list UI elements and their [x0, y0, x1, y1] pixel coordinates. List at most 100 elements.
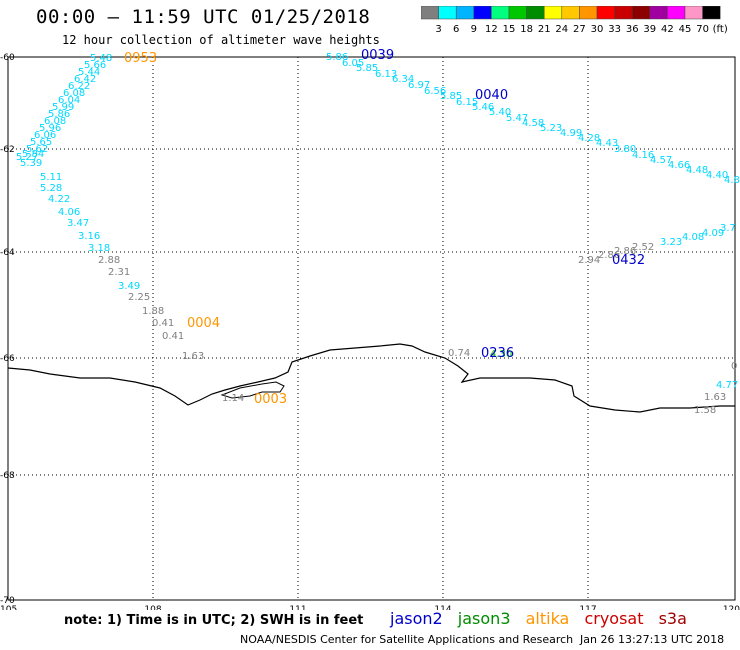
wave-height-value: 4.22: [48, 194, 70, 205]
color-label: 27: [573, 24, 586, 35]
generated-time: Jan 26 13:27:13 UTC 2018: [580, 633, 725, 646]
wave-height-value: 6.34: [392, 74, 414, 85]
wave-height-value: 2.86: [598, 250, 620, 261]
footer-note: note: 1) Time is in UTC; 2) SWH is in fe…: [64, 613, 364, 628]
wave-height-value: 3.18: [88, 243, 110, 254]
color-label: 3: [435, 24, 441, 35]
wave-height-value: 3.80: [614, 144, 636, 155]
wave-height-value: 5.27: [16, 152, 38, 163]
wave-height-value: 1.58: [694, 405, 716, 416]
wave-height-value: 3.49: [118, 281, 140, 292]
wave-height-value: 4.16: [632, 150, 654, 161]
wave-height-value: 3.16: [78, 231, 100, 242]
x-tick-label: 114: [434, 605, 451, 610]
color-label: 70: [696, 24, 709, 35]
legend-cryosat: cryosat: [584, 609, 644, 628]
y-tick-label: -70: [0, 596, 15, 606]
wave-height-value: 4.58: [522, 118, 544, 129]
wave-height-value: 4.08: [682, 232, 704, 243]
color-label: 18: [520, 24, 533, 35]
plot-frame: [7, 56, 736, 601]
pass-time-label: 0236: [481, 346, 514, 361]
wave-height-value: 6.08: [44, 116, 66, 127]
wave-height-value: 2.25: [128, 292, 150, 303]
color-label: 30: [591, 24, 604, 35]
chart-subtitle: 12 hour collection of altimeter wave hei…: [62, 33, 380, 47]
pass-time-label: 0003: [254, 392, 287, 407]
wave-height-value: 5.86: [326, 52, 348, 63]
color-label: 42: [661, 24, 674, 35]
legend-jason3: jason3: [457, 609, 511, 628]
wave-height-value: 5.65: [30, 137, 52, 148]
wave-height-value: 5.86: [48, 109, 70, 120]
x-tick-label: 117: [579, 605, 596, 610]
wave-height-value: 5.11: [40, 172, 62, 183]
wave-height-value: 1.63: [704, 392, 726, 403]
wave-height-value: 4.57: [650, 155, 672, 166]
color-label: 6: [453, 24, 459, 35]
wave-height-value: 5.84: [22, 149, 44, 160]
wave-height-value: 4.06: [58, 207, 80, 218]
credit-line: NOAA/NESDIS Center for Satellite Applica…: [240, 633, 574, 646]
color-label: 45: [679, 24, 692, 35]
x-tick-label: 120: [723, 605, 740, 610]
legend-altika: altika: [525, 609, 570, 628]
wave-height-value: 6.22: [68, 81, 90, 92]
color-label: 9: [471, 24, 477, 35]
color-label: 12: [485, 24, 498, 35]
wave-height-value: 5.44: [78, 67, 100, 78]
wave-height-value: 4.28: [578, 133, 600, 144]
color-label: 36: [626, 24, 639, 35]
wave-height-value: 5.62: [26, 144, 48, 155]
wave-height-value: 3.23: [660, 237, 682, 248]
wave-height-value: 4.43: [596, 138, 618, 149]
wave-height-value: 5.96: [39, 123, 61, 134]
wave-height-map: 105 108 111 114 117 120 -60 -62 -64 -66 -68 -70 5.48…: [0, 48, 740, 610]
wave-height-value: 6.42: [74, 74, 96, 85]
wave-height-value: 4.8: [724, 175, 740, 186]
wave-height-value: 5.66: [84, 60, 106, 71]
wave-height-value: 5.28: [40, 183, 62, 194]
wave-height-value: 6.08: [63, 88, 85, 99]
wave-height-value: 1.14: [222, 393, 244, 404]
color-label: 15: [503, 24, 516, 35]
wave-height-value: 0.41: [162, 331, 184, 342]
y-tick-label: -60: [0, 53, 15, 63]
wave-height-value: 5.23: [540, 123, 562, 134]
color-legend: 3 6 9 12 15 18 21 24 27 30 33 36 39 42 45 70 (ft): [421, 6, 728, 35]
wave-height-value: 4.48: [686, 165, 708, 176]
pass-time-label: 0953: [124, 51, 157, 66]
wave-height-value: 6.56: [424, 86, 446, 97]
wave-height-value: 5.85: [356, 63, 378, 74]
wave-height-value: 6.04: [58, 95, 80, 106]
wave-height-value: 6.15: [456, 97, 478, 108]
wave-height-value: 5.47: [506, 113, 528, 124]
color-label: (ft): [713, 24, 728, 35]
wave-height-value: 4.66: [668, 160, 690, 171]
wave-height-value: 2.88: [98, 255, 120, 266]
pass-time-label: 0004: [187, 316, 220, 331]
wave-height-value: 2.52: [632, 242, 654, 253]
wave-height-value: 5.39: [20, 158, 42, 169]
wave-height-value: 4.77: [716, 380, 738, 391]
wave-height-value: 1.63: [182, 351, 204, 362]
x-tick-label: 111: [289, 605, 306, 610]
pass-time-label: 0432: [612, 253, 645, 268]
wave-height-value: 3.47: [67, 218, 89, 229]
wave-height-value: 5.99: [52, 102, 74, 113]
color-label: 33: [608, 24, 621, 35]
wave-height-value: 6.13: [375, 69, 397, 80]
color-label: 21: [538, 24, 551, 35]
wave-height-value: 4.09: [702, 228, 724, 239]
pass-time-label: 0040: [475, 88, 508, 103]
wave-height-value: 2.86: [614, 246, 636, 257]
chart-title: 00:00 – 11:59 UTC 01/25/2018: [36, 6, 371, 28]
y-tick-label: -62: [0, 145, 15, 155]
wave-height-value: 4.30: [490, 349, 512, 360]
legend-jason2: jason2: [390, 609, 443, 628]
color-label: 39: [643, 24, 656, 35]
y-tick-label: -68: [0, 471, 15, 481]
y-tick-label: -66: [0, 354, 15, 364]
coastline-island: [220, 381, 285, 399]
coastline: [7, 343, 735, 413]
